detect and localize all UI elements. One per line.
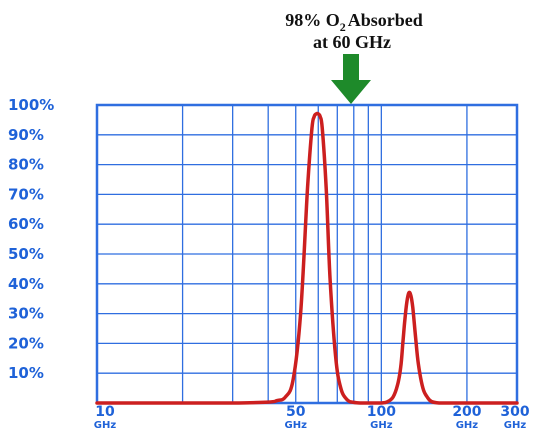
peak-annotation: 98% O2 Absorbed at 60 GHz (285, 10, 423, 104)
x-tick-unit: GHz (504, 420, 527, 431)
absorption-curve (95, 111, 519, 405)
y-tick-label: 20% (8, 334, 44, 352)
annotation-line-2: at 60 GHz (313, 32, 391, 52)
absorption-curve-layer (95, 111, 519, 405)
y-tick-label: 90% (8, 126, 44, 144)
y-tick-label: 60% (8, 215, 44, 233)
x-tick-label: 50 (286, 404, 306, 420)
chart-grid (95, 103, 519, 405)
x-tick-label: 300 (500, 404, 529, 420)
down-arrow-icon (331, 54, 371, 104)
x-tick-unit: GHz (456, 420, 479, 431)
y-tick-label: 10% (8, 364, 44, 382)
y-tick-label: 80% (8, 156, 44, 174)
x-tick-unit: GHz (370, 420, 393, 431)
y-tick-label: 30% (8, 305, 44, 323)
x-tick-label: 200 (452, 404, 481, 420)
x-tick-label: 100 (367, 404, 396, 420)
y-tick-label: 100% (8, 96, 54, 114)
x-tick-unit: GHz (285, 420, 308, 431)
x-tick-unit: GHz (94, 420, 117, 431)
y-tick-label: 40% (8, 275, 44, 293)
annotation-line-1: 98% O2 Absorbed (285, 10, 423, 34)
y-axis-ticks: 10% 20% 30% 40% 50% 60% 70% 80% 90% 100% (8, 96, 54, 382)
y-tick-label: 50% (8, 245, 44, 263)
y-tick-label: 70% (8, 185, 44, 203)
x-tick-label: 10 (95, 404, 115, 420)
